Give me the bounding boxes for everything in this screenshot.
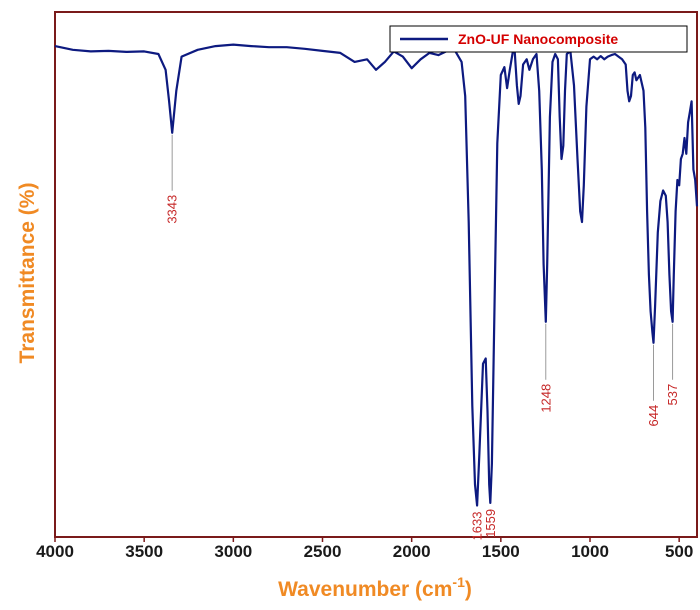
x-tick-label: 3000	[214, 542, 252, 561]
plot-frame	[54, 11, 698, 538]
peak-label: 1248	[538, 384, 553, 413]
peak-label: 1559	[483, 509, 498, 538]
legend-label: ZnO-UF Nanocomposite	[458, 31, 618, 47]
peak-label: 644	[646, 405, 661, 427]
x-tick-label: 1000	[571, 542, 609, 561]
x-axis-title-sup: -1	[452, 574, 465, 590]
x-tick-group: 4000 3500 3000 2500 2000 1500 1000 500	[36, 537, 693, 561]
series-line	[54, 42, 699, 507]
peak-label: 1633	[470, 512, 485, 541]
x-tick-label: 500	[665, 542, 693, 561]
y-axis-title: Transmittance (%)	[16, 183, 39, 364]
x-axis-title-suffix: )	[465, 578, 472, 601]
x-tick-label: 4000	[36, 542, 74, 561]
peak-label: 537	[665, 384, 680, 406]
peak-label: 3343	[165, 195, 180, 224]
legend-box	[389, 25, 688, 53]
x-tick-label: 2500	[304, 542, 342, 561]
x-tick-label: 2000	[393, 542, 431, 561]
x-tick-label: 1500	[482, 542, 520, 561]
x-tick-label: 3500	[125, 542, 163, 561]
legend: ZnO-UF Nanocomposite	[389, 25, 688, 53]
x-axis-title: Wavenumber (cm-1)	[278, 574, 472, 601]
x-axis-title-main: Wavenumber (cm	[278, 578, 452, 601]
